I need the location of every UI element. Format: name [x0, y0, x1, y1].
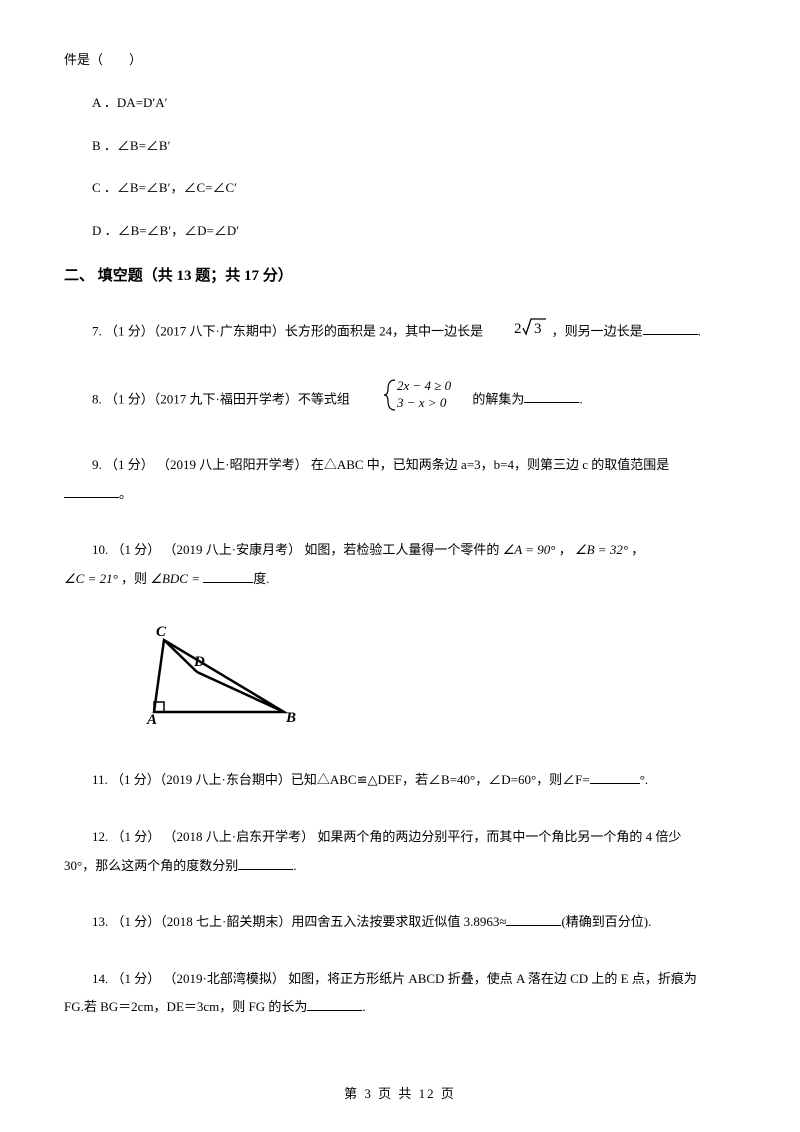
q7-post: ，则另一边长是: [552, 323, 643, 338]
q12-line2: 30°，那么这两个角的度数分别: [64, 858, 238, 873]
q7-blank: [643, 321, 698, 335]
ineq-bot: 3 − x > 0: [396, 395, 447, 410]
q9-blank: [64, 484, 119, 498]
q11-blank: [590, 770, 640, 784]
q10-angle-b: ∠B = 32°: [575, 542, 628, 557]
q10-tail: 度.: [253, 571, 269, 586]
option-d: D ．∠B=∠B′，∠D=∠D′: [92, 221, 736, 242]
q10-pre: 10. （1 分） （2019 八上·安康月考） 如图，若检验工人量得一个零件的: [64, 536, 499, 565]
q10-mid: ，则: [121, 571, 150, 586]
q10-comma1: ，: [559, 542, 575, 557]
q12-blank: [238, 856, 293, 870]
q14-line2: FG.若 BG＝2cm，DE＝3cm，则 FG 的长为: [64, 999, 307, 1014]
question-11: 11. （1 分）（2019 八上·东台期中）已知△ABC≌△DEF，若∠B=4…: [64, 766, 736, 795]
label-b: B: [285, 710, 296, 726]
label-a: A: [146, 712, 157, 728]
question-13: 13. （1 分）（2018 七上·韶关期末）用四舍五入法按要求取近似值 3.8…: [64, 908, 736, 937]
sqrt-coef: 2: [514, 321, 522, 337]
q14-tail: .: [362, 999, 365, 1014]
question-8: 8. （1 分）（2017 九下·福田开学考）不等式组 2x − 4 ≥ 0 3…: [64, 377, 736, 424]
option-b: B ．∠B=∠B′: [92, 136, 736, 157]
q10-angle-bdc: ∠BDC =: [150, 571, 203, 586]
question-12: 12. （1 分） （2018 八上·启东开学考） 如果两个角的两边分别平行，而…: [64, 823, 736, 880]
label-d: D: [193, 654, 205, 670]
ineq-top: 2x − 4 ≥ 0: [397, 378, 452, 393]
q10-blank: [203, 569, 253, 583]
question-7: 7. （1 分）（2017 八下·广东期中）长方形的面积是 24，其中一边长是 …: [64, 316, 736, 349]
question-14: 14. （1 分） （2019·北部湾模拟） 如图，将正方形纸片 ABCD 折叠…: [64, 965, 736, 1022]
q11-text: 11. （1 分）（2019 八上·东台期中）已知△ABC≌△DEF，若∠B=4…: [92, 772, 590, 787]
page-footer: 第 3 页 共 12 页: [0, 1083, 800, 1102]
q12-line1: 12. （1 分） （2018 八上·启东开学考） 如果两个角的两边分别平行，而…: [64, 823, 681, 852]
q10-angle-a: ∠A = 90°: [503, 542, 556, 557]
option-a: A ．DA=D′A′: [92, 93, 736, 114]
q13-blank: [506, 912, 561, 926]
q10-comma2: ，: [631, 542, 644, 557]
q8-tail: .: [579, 391, 582, 406]
q14-line1: 14. （1 分） （2019·北部湾模拟） 如图，将正方形纸片 ABCD 折叠…: [64, 965, 697, 994]
question-9: 9. （1 分） （2019 八上·昭阳开学考） 在△ABC 中，已知两条边 a…: [64, 451, 736, 508]
q13-pre: 13. （1 分）（2018 七上·韶关期末）用四舍五入法按要求取近似值 3.8…: [92, 914, 506, 929]
q8-blank: [524, 389, 579, 403]
q7-pre: 7. （1 分）（2017 八下·广东期中）长方形的面积是 24，其中一边长是: [92, 323, 486, 338]
q9-tail: 。: [119, 486, 132, 501]
q8-post: 的解集为: [472, 391, 524, 406]
sqrt-radicand: 3: [534, 321, 542, 337]
q8-pre: 8. （1 分）（2017 九下·福田开学考）不等式组: [92, 391, 353, 406]
label-c: C: [156, 624, 167, 640]
option-c: C ．∠B=∠B′，∠C=∠C′: [92, 178, 736, 199]
sqrt-expression: 2 3: [486, 316, 548, 349]
q7-tail: .: [698, 323, 701, 338]
triangle-figure: A B C D: [134, 622, 736, 739]
question-stem-continuation: 件是（ ）: [64, 50, 736, 71]
q10-angle-c: ∠C = 21°: [64, 571, 118, 586]
q9-line1: 9. （1 分） （2019 八上·昭阳开学考） 在△ABC 中，已知两条边 a…: [64, 451, 669, 480]
q11-tail: °.: [640, 772, 648, 787]
q12-tail: .: [293, 858, 296, 873]
q14-blank: [307, 997, 362, 1011]
q13-tail: (精确到百分位).: [561, 914, 651, 929]
question-10: 10. （1 分） （2019 八上·安康月考） 如图，若检验工人量得一个零件的…: [64, 536, 736, 593]
section-2-title: 二、 填空题（共 13 题；共 17 分）: [64, 264, 736, 288]
inequality-system: 2x − 4 ≥ 0 3 − x > 0: [353, 377, 469, 424]
